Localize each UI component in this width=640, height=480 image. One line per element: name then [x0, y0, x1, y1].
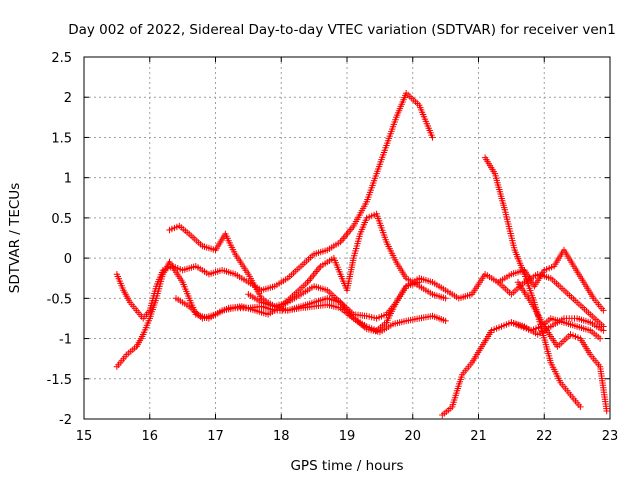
y-tick-label: 2 [64, 91, 72, 106]
y-tick-label: 0.5 [51, 212, 72, 227]
series-markers [245, 279, 423, 334]
series-markers [172, 210, 449, 322]
x-tick-label: 21 [470, 429, 487, 444]
y-tick-label: 2.5 [51, 51, 72, 66]
y-tick-label: 0 [64, 252, 72, 267]
x-tick-label: 17 [207, 429, 224, 444]
series-markers [508, 315, 607, 338]
data-series-8 [495, 246, 607, 314]
data-series-9 [514, 279, 610, 415]
x-axis-label: GPS time / hours [290, 458, 403, 474]
y-tick-label: -1 [59, 333, 72, 348]
data-series-2 [113, 90, 436, 322]
data-series [113, 90, 610, 419]
x-tick-label: 18 [273, 429, 290, 444]
axis-ticks: 15 16 17 18 19 20 21 22 23 -2 -1.5 -1 -0.5 0 0.5 1 1.5 2 2… [47, 51, 619, 444]
y-tick-label: 1.5 [51, 131, 72, 146]
x-tick-label: 19 [339, 429, 356, 444]
data-series-10 [508, 315, 607, 338]
series-markers [495, 246, 607, 314]
x-tick-label: 15 [76, 429, 93, 444]
y-tick-label: -0.5 [47, 292, 72, 307]
x-tick-label: 23 [602, 429, 619, 444]
series-markers [514, 279, 610, 415]
grid [84, 57, 610, 419]
y-tick-label: 1 [64, 172, 72, 187]
x-tick-label: 20 [404, 429, 421, 444]
y-axis-label: SDTVAR / TECUs [7, 183, 23, 293]
x-tick-label: 16 [141, 429, 158, 444]
x-tick-label: 22 [536, 429, 553, 444]
data-series-5 [245, 279, 423, 334]
series-markers [113, 90, 436, 322]
data-series-4 [172, 210, 449, 322]
chart-title: Day 002 of 2022, Sidereal Day-to-day VTE… [68, 22, 616, 38]
y-tick-label: -1.5 [47, 373, 72, 388]
y-tick-label: -2 [59, 413, 72, 428]
